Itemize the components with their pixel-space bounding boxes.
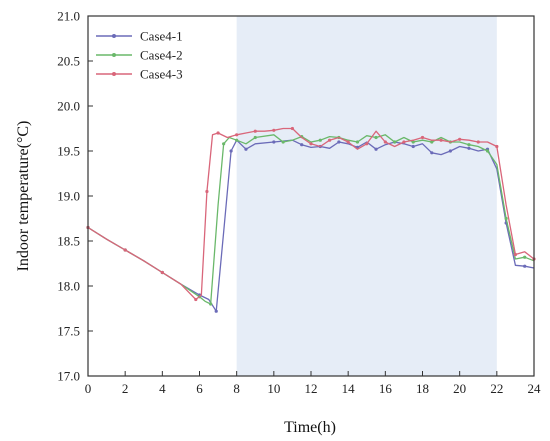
data-point xyxy=(365,142,369,146)
data-point xyxy=(309,142,313,146)
y-tick-label: 19.5 xyxy=(57,144,80,159)
legend-label: Case4-1 xyxy=(140,29,183,44)
legend-label: Case4-2 xyxy=(140,48,183,63)
x-tick-label: 6 xyxy=(196,381,203,396)
data-point xyxy=(244,147,248,151)
y-tick-label: 19.0 xyxy=(57,189,80,204)
x-tick-label: 20 xyxy=(453,381,466,396)
legend-label: Case4-3 xyxy=(140,67,183,82)
x-tick-label: 24 xyxy=(528,381,542,396)
legend-item: Case4-2 xyxy=(96,48,183,63)
data-point xyxy=(253,135,257,140)
data-point xyxy=(374,135,378,140)
y-tick-label: 21.0 xyxy=(57,9,80,24)
x-tick-label: 10 xyxy=(267,381,280,396)
legend-marker xyxy=(112,53,116,57)
data-point xyxy=(209,302,213,306)
data-point xyxy=(523,264,527,268)
data-point xyxy=(235,138,239,142)
data-point xyxy=(458,137,462,141)
series-line-case4-2 xyxy=(87,134,535,305)
data-point xyxy=(476,140,480,144)
data-point xyxy=(272,128,276,132)
data-point xyxy=(439,138,443,142)
x-tick-label: 4 xyxy=(159,381,166,396)
data-point xyxy=(253,129,257,133)
data-point xyxy=(467,143,471,147)
data-point xyxy=(300,143,304,147)
data-point xyxy=(420,135,425,140)
legend-item: Case4-1 xyxy=(96,29,183,44)
data-point xyxy=(467,146,471,150)
shaded-region xyxy=(236,16,497,376)
data-point xyxy=(235,133,239,137)
data-point xyxy=(448,149,452,153)
data-point xyxy=(337,140,341,144)
data-point xyxy=(513,252,518,257)
x-axis: 0 2 4 6 8 10 12 14 16 18 20 22 24 xyxy=(85,371,541,396)
y-tick-label: 20.0 xyxy=(57,99,80,114)
x-tick-label: 18 xyxy=(416,381,429,396)
data-point xyxy=(160,270,164,275)
data-point xyxy=(393,140,397,144)
data-point xyxy=(222,142,226,146)
data-point xyxy=(383,140,387,144)
series-layer xyxy=(86,126,536,313)
x-tick-label: 14 xyxy=(342,381,356,396)
x-tick-label: 22 xyxy=(490,381,503,396)
y-axis: 17.0 17.5 18.0 18.5 19.0 19.5 20.0 20.5 21.0 xyxy=(57,9,93,384)
data-point xyxy=(430,151,434,155)
data-point xyxy=(411,140,415,144)
data-point xyxy=(346,140,350,144)
data-point xyxy=(290,126,295,131)
data-point xyxy=(355,140,360,144)
x-tick-label: 16 xyxy=(379,381,393,396)
data-point xyxy=(374,147,378,151)
legend-marker xyxy=(112,34,116,38)
data-point xyxy=(318,138,322,142)
data-point xyxy=(281,140,285,144)
data-point xyxy=(216,131,220,135)
data-point xyxy=(123,248,127,252)
data-point xyxy=(327,138,332,142)
series-line-case4-1 xyxy=(87,139,535,312)
data-point xyxy=(504,216,508,221)
y-tick-label: 18.5 xyxy=(57,234,80,249)
data-point xyxy=(430,140,434,144)
data-point xyxy=(523,255,527,259)
data-point xyxy=(214,309,218,313)
x-tick-label: 8 xyxy=(233,381,240,396)
legend: Case4-1 Case4-2 Case4-3 xyxy=(96,29,183,82)
data-point xyxy=(205,189,209,194)
x-tick-label: 12 xyxy=(305,381,318,396)
legend-item: Case4-3 xyxy=(96,67,183,82)
data-point xyxy=(495,144,499,149)
x-tick-label: 0 xyxy=(85,381,92,396)
x-tick-label: 2 xyxy=(122,381,129,396)
y-tick-label: 17.5 xyxy=(57,324,80,339)
data-point xyxy=(485,149,490,153)
data-point xyxy=(229,149,233,153)
y-axis-title: Indoor temperature(°C) xyxy=(15,121,32,272)
y-tick-label: 17.0 xyxy=(57,369,80,384)
data-point xyxy=(272,140,276,144)
data-point xyxy=(411,144,415,149)
data-point xyxy=(402,140,406,144)
x-axis-title: Time(h) xyxy=(284,419,336,436)
legend-marker xyxy=(112,72,116,76)
y-tick-label: 20.5 xyxy=(57,54,80,69)
data-point xyxy=(194,297,198,302)
y-tick-label: 18.0 xyxy=(57,279,80,294)
